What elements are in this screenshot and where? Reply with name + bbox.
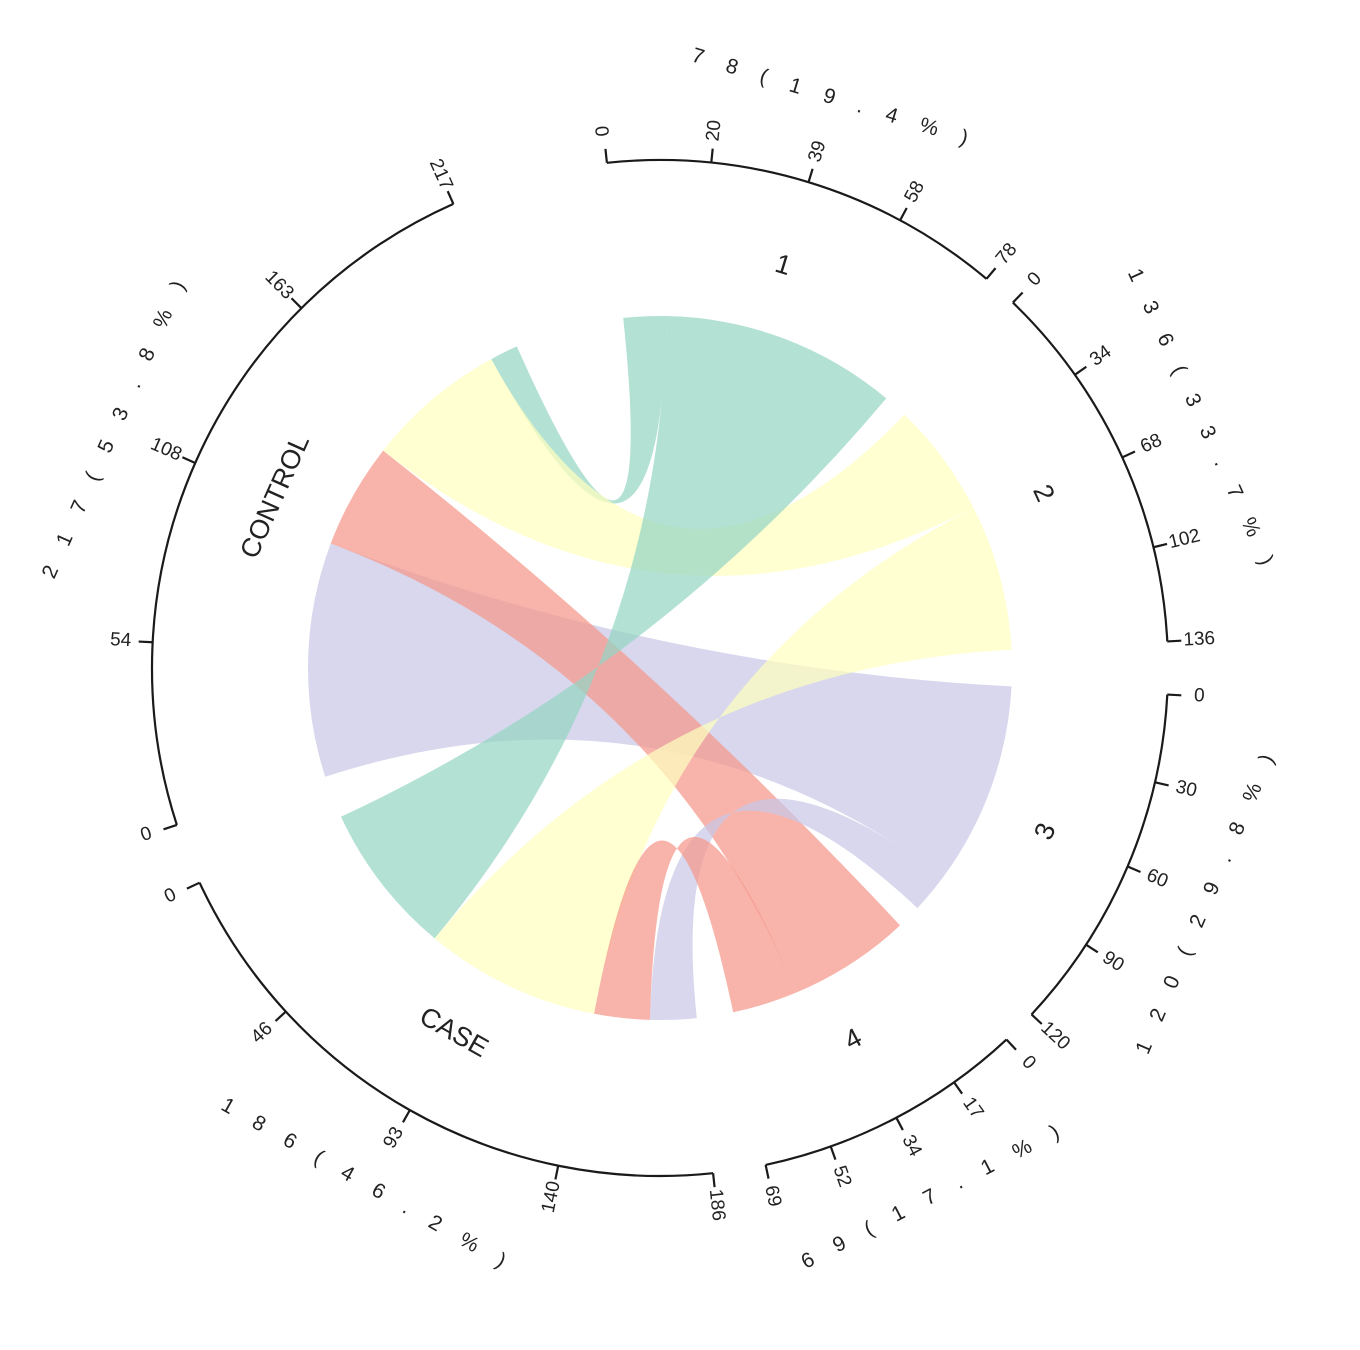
axis-s2 [1012, 301, 1169, 642]
axis-s4 [765, 1038, 1008, 1166]
tick-s2-0 [1012, 291, 1024, 304]
ribbon-s1-case [340, 316, 887, 939]
ribbon-s3-case [649, 798, 944, 1020]
tick-s3-0 [1167, 693, 1182, 697]
tick-label-s2-2: 68 [1137, 430, 1165, 458]
tick-label-s3-3: 90 [1099, 947, 1128, 976]
tick-s4-4 [764, 1164, 770, 1179]
tick-label-s2-1: 34 [1086, 341, 1116, 371]
ribbon-s4-control [330, 450, 901, 993]
tick-label-s4-3: 52 [828, 1163, 855, 1190]
tick-label-case-0: 0 [161, 884, 179, 908]
tick-label-control-0: 0 [138, 823, 155, 846]
ribbon-s4-case [594, 836, 797, 1020]
tick-label-s4-4: 69 [760, 1184, 785, 1209]
axis-s3 [1030, 694, 1169, 1016]
tick-s2-3 [1153, 542, 1168, 549]
tick-s3-4 [1030, 1013, 1043, 1025]
tick-case-2 [401, 1109, 411, 1123]
ribbons [308, 316, 1012, 1020]
tick-label-s4-0: 0 [1017, 1052, 1040, 1074]
tick-label-s3-2: 60 [1143, 865, 1171, 893]
tick-control-3 [290, 297, 303, 309]
tick-label-s3-1: 30 [1174, 776, 1199, 801]
tick-s2-1 [1074, 365, 1087, 376]
tick-label-case-4: 186 [705, 1188, 729, 1222]
tick-label-control-2: 108 [147, 434, 184, 466]
tick-case-3 [554, 1165, 560, 1180]
tick-case-1 [274, 1010, 287, 1022]
tick-label-s1-1: 20 [703, 119, 726, 142]
tick-label-s1-0: 0 [592, 125, 614, 138]
total-label-case: 1 8 6 ( 4 6 . 2 % ) [217, 1093, 517, 1277]
tick-case-0 [186, 881, 201, 890]
total-label-s1: 7 8 ( 1 9 . 4 % ) [689, 44, 979, 153]
tick-label-control-4: 217 [425, 156, 457, 194]
tick-label-s1-3: 58 [901, 178, 929, 207]
ribbon-s1-control [491, 316, 667, 504]
tick-s2-2 [1121, 450, 1136, 459]
ribbon-s2-case [434, 508, 1012, 1014]
tick-label-s2-0: 0 [1024, 268, 1046, 290]
tick-label-s4-2: 34 [897, 1132, 926, 1161]
tick-control-1 [138, 640, 153, 644]
total-label-s4: 6 9 ( 1 7 . 1 % ) [797, 1116, 1071, 1273]
tick-s1-1 [710, 148, 714, 163]
tick-label-s4-1: 17 [958, 1093, 987, 1122]
tick-label-case-1: 46 [247, 1018, 277, 1048]
tick-label-case-2: 93 [379, 1123, 408, 1152]
total-label-s2: 1 3 6 ( 3 3 . 7 % ) [1123, 265, 1282, 577]
tick-s1-2 [807, 168, 814, 183]
tick-s1-0 [604, 148, 608, 163]
tick-s4-3 [829, 1146, 837, 1161]
tick-control-0 [163, 823, 178, 831]
tick-label-s1-2: 39 [804, 138, 830, 164]
sector-label-s2: 2 [1027, 480, 1061, 506]
tick-control-2 [181, 456, 196, 464]
sector-axes [138, 148, 1182, 1188]
sector-label-s4: 4 [839, 1022, 866, 1056]
sector-label-s3: 3 [1028, 819, 1061, 845]
tick-case-4 [712, 1173, 716, 1188]
sector-label-control: CONTROL [234, 430, 315, 563]
tick-s4-0 [1005, 1038, 1017, 1051]
tick-s2-4 [1167, 639, 1182, 643]
tick-s1-4 [985, 267, 997, 280]
tick-label-control-1: 54 [110, 629, 133, 651]
tick-label-s2-3: 102 [1167, 525, 1203, 553]
ribbon-s2-control [383, 359, 974, 576]
tick-s3-3 [1085, 943, 1099, 954]
tick-s1-3 [899, 207, 908, 221]
tick-control-4 [446, 190, 455, 205]
axis-control [150, 202, 454, 826]
tick-label-s1-4: 78 [992, 239, 1022, 269]
tick-s3-2 [1127, 865, 1141, 873]
tick-s3-1 [1154, 781, 1169, 787]
sector-label-s1: 1 [772, 248, 795, 281]
axis-s1 [606, 158, 988, 280]
tick-s4-1 [953, 1081, 964, 1095]
tick-s4-2 [895, 1117, 904, 1131]
tick-label-s3-0: 0 [1193, 685, 1205, 707]
sector-label-case: CASE [415, 1001, 494, 1063]
tick-label-s2-4: 136 [1183, 628, 1216, 651]
tick-label-case-3: 140 [538, 1179, 565, 1214]
